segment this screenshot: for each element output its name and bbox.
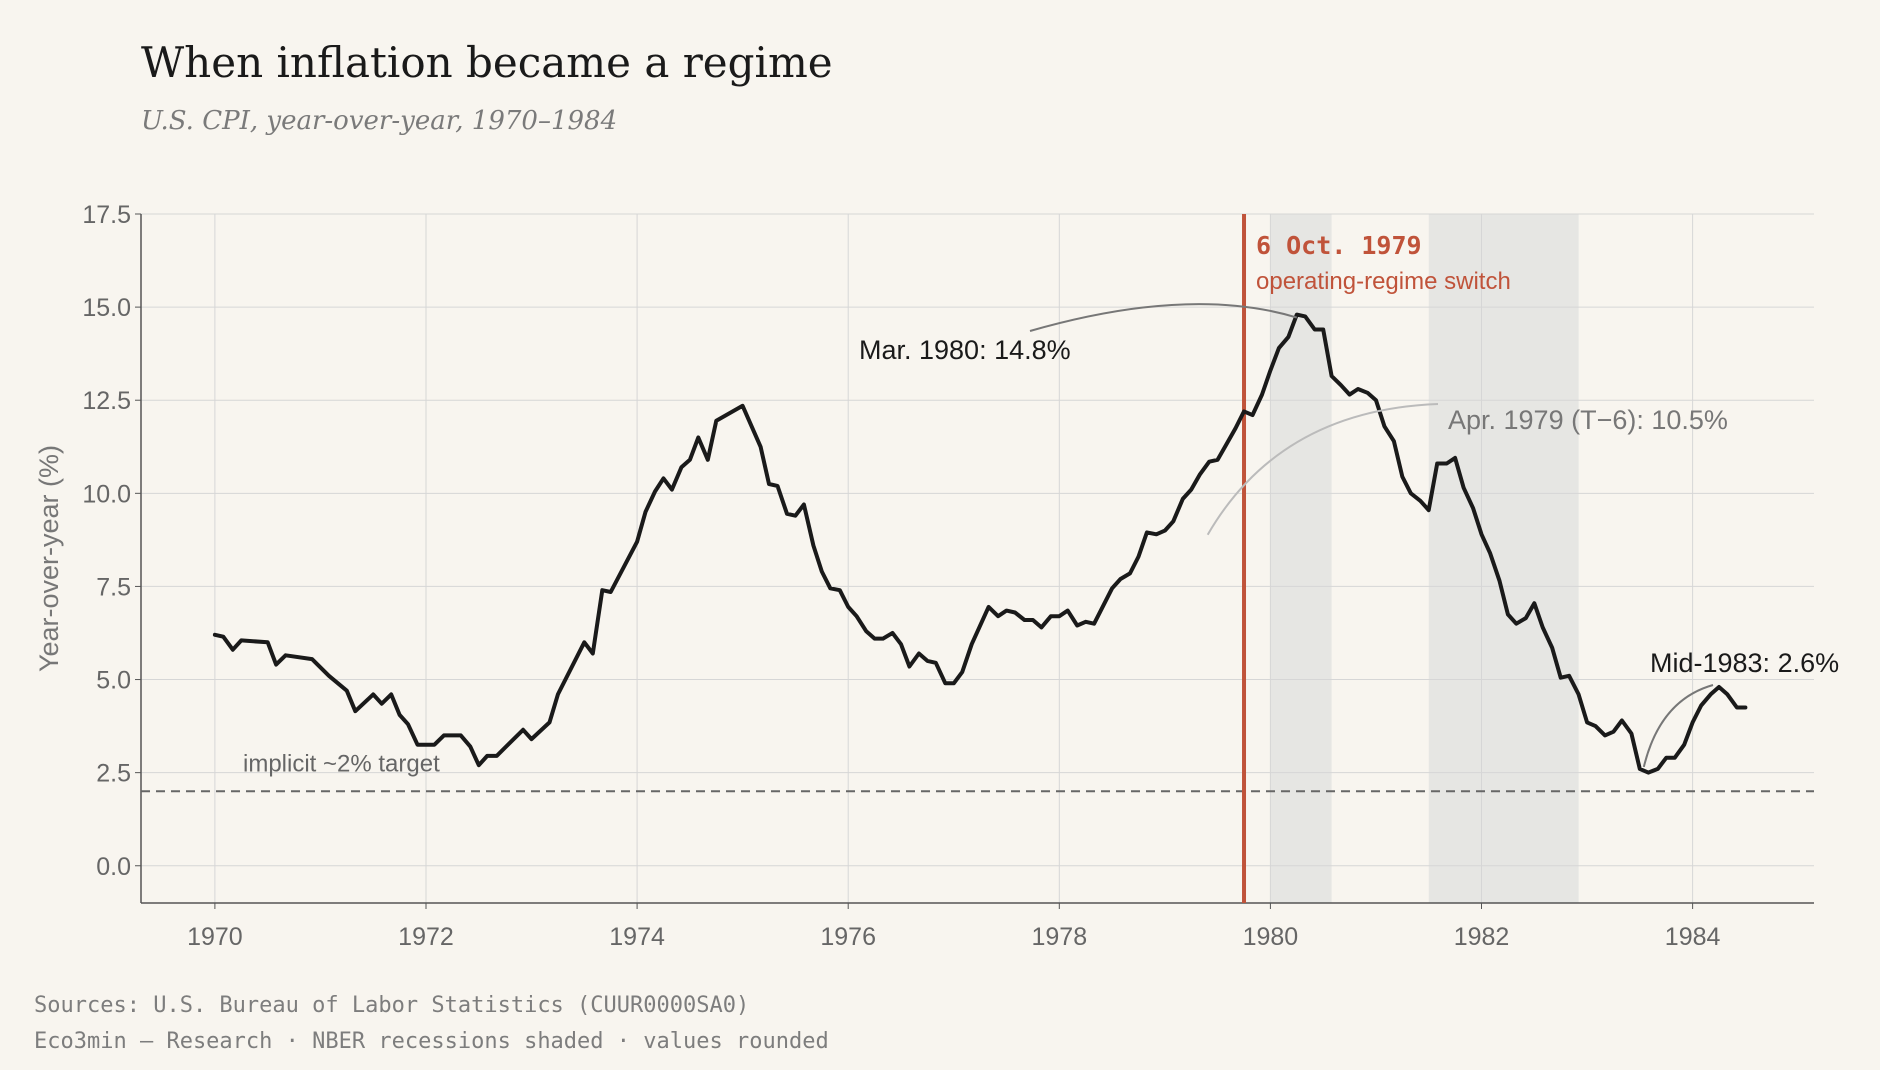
target-line-label: implicit ~2% target: [243, 750, 440, 777]
recession-band: [1428, 214, 1579, 903]
t-minus-6-leader: [1206, 403, 1439, 536]
regime-switch-date: 6 Oct. 1979: [1256, 231, 1422, 260]
y-tick-label: 7.5: [96, 573, 131, 601]
t-minus-6-annotation: Apr. 1979 (T−6): 10.5%: [1448, 405, 1728, 435]
chart-title: When inflation became a regime: [141, 38, 833, 87]
y-tick-label: 5.0: [96, 667, 131, 695]
trough-annotation: Mid-1983: 2.6%: [1650, 648, 1839, 678]
x-tick-label: 1970: [187, 923, 243, 951]
y-tick-label: 12.5: [82, 387, 131, 415]
cpi-series-line: [212, 312, 1748, 775]
chart-subtitle: U.S. CPI, year-over-year, 1970–1984: [141, 106, 618, 136]
y-tick-label: 15.0: [82, 294, 131, 322]
x-tick-label: 1980: [1243, 923, 1299, 951]
peak-annotation: Mar. 1980: 14.8%: [859, 335, 1071, 365]
x-tick-label: 1976: [820, 923, 876, 951]
trough-leader: [1642, 684, 1714, 768]
x-tick-label: 1974: [609, 923, 665, 951]
x-tick-label: 1972: [398, 923, 454, 951]
x-tick-label: 1984: [1665, 923, 1721, 951]
peak-leader: [1029, 303, 1298, 332]
x-tick-label: 1978: [1031, 923, 1087, 951]
y-axis-label: Year-over-year (%): [34, 445, 64, 672]
y-tick-label: 10.0: [82, 480, 131, 508]
y-tick-label: 2.5: [96, 760, 131, 788]
sources-note: Sources: U.S. Bureau of Labor Statistics…: [34, 993, 750, 1018]
regime-switch-label: operating-regime switch: [1256, 268, 1511, 295]
y-tick-label: 17.5: [82, 201, 131, 229]
x-tick-label: 1982: [1454, 923, 1510, 951]
y-tick-label: 0.0: [96, 853, 131, 881]
credits-note: Eco3min — Research · NBER recessions sha…: [34, 1029, 829, 1054]
